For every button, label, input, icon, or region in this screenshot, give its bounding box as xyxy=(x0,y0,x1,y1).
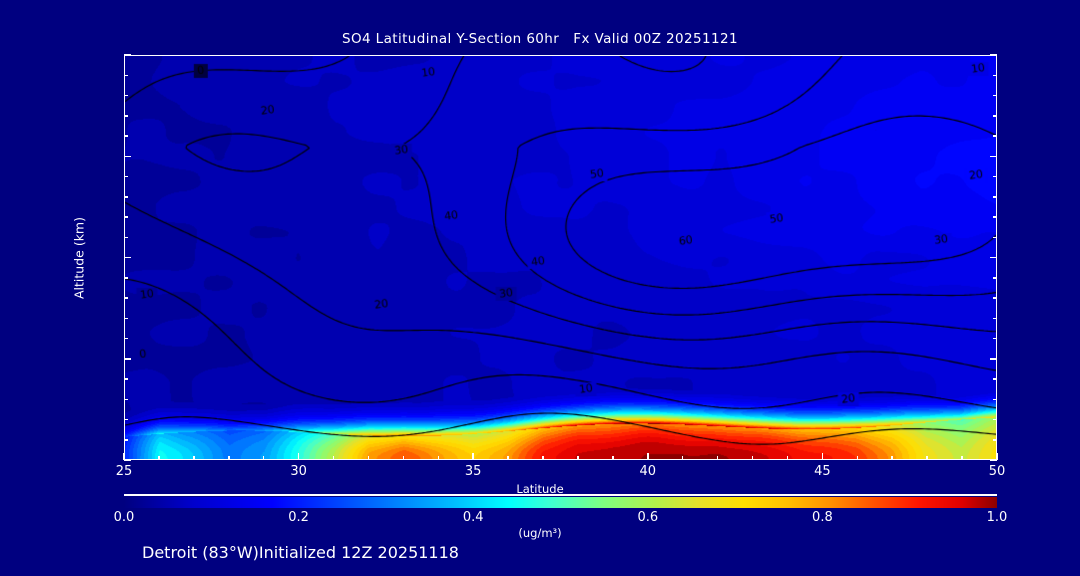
x-tick-mark xyxy=(681,455,684,460)
footer-caption: Detroit (83°W)Initialized 12Z 20251118 xyxy=(142,543,459,562)
y-tick-mark xyxy=(124,175,128,178)
y-tick-mark xyxy=(124,337,128,340)
x-tick-mark xyxy=(297,452,300,460)
colorbar-tick-label: 0.8 xyxy=(812,510,833,525)
x-tick-mark xyxy=(262,455,265,460)
x-tick-mark xyxy=(577,455,579,460)
y-tick-mark xyxy=(993,398,997,400)
y-tick-mark xyxy=(993,216,997,218)
x-tick-mark xyxy=(332,455,335,460)
x-tick-mark xyxy=(367,455,370,460)
cross-section-plot xyxy=(124,55,997,460)
y-tick-mark xyxy=(990,155,997,157)
y-tick-mark xyxy=(990,358,997,360)
x-tick-mark xyxy=(786,455,789,460)
y-tick-mark xyxy=(124,236,128,238)
y-tick-mark xyxy=(990,54,997,56)
x-tick-mark xyxy=(437,455,440,460)
x-tick-label: 45 xyxy=(814,464,831,479)
x-tick-label: 35 xyxy=(464,464,482,479)
y-tick-mark xyxy=(124,115,128,117)
y-tick-mark xyxy=(993,135,997,137)
y-tick-mark xyxy=(993,317,997,319)
y-tick-mark xyxy=(124,216,128,218)
y-axis-label: Altitude (km) xyxy=(71,217,87,299)
colorbar-tick-label: 0.4 xyxy=(462,510,484,525)
y-tick-mark xyxy=(124,135,128,137)
y-tick-mark xyxy=(993,74,997,76)
y-tick-mark xyxy=(993,418,997,421)
y-tick-mark xyxy=(993,277,997,279)
y-tick-mark xyxy=(124,459,131,461)
y-tick-mark xyxy=(993,196,997,198)
y-tick-mark xyxy=(124,256,131,259)
y-tick-mark xyxy=(124,54,131,56)
y-tick-mark xyxy=(993,337,997,340)
x-tick-label: 30 xyxy=(290,464,307,479)
x-tick-mark xyxy=(961,455,963,460)
y-tick-mark xyxy=(124,378,128,380)
x-tick-mark xyxy=(123,452,125,460)
x-tick-mark xyxy=(891,455,893,460)
colorbar-tick-label: 0.2 xyxy=(288,510,309,525)
x-tick-mark xyxy=(472,452,474,460)
colorbar xyxy=(124,497,997,508)
y-tick-mark xyxy=(993,236,997,238)
x-tick-mark xyxy=(193,455,195,460)
y-tick-mark xyxy=(993,297,997,299)
x-tick-mark xyxy=(856,455,859,460)
x-tick-mark xyxy=(507,455,509,460)
y-tick-mark xyxy=(124,277,128,279)
y-tick-mark xyxy=(990,459,997,461)
colorbar-tick-label: 0.6 xyxy=(637,510,659,525)
x-tick-mark xyxy=(542,455,544,460)
y-tick-mark xyxy=(124,196,128,198)
y-tick-mark xyxy=(124,358,131,360)
page-title: SO4 Latitudinal Y-Section 60hr Fx Valid … xyxy=(342,31,738,47)
colorbar-top-rule xyxy=(124,494,997,496)
x-tick-label: 40 xyxy=(639,464,657,479)
colorbar-tick-label: 0.0 xyxy=(113,510,135,525)
y-tick-mark xyxy=(124,398,128,400)
x-tick-mark xyxy=(647,452,649,460)
x-tick-mark xyxy=(821,452,824,460)
x-tick-mark xyxy=(158,455,160,460)
y-tick-mark xyxy=(993,378,997,380)
y-tick-mark xyxy=(993,115,997,117)
x-tick-mark xyxy=(228,455,230,460)
y-tick-mark xyxy=(993,439,997,441)
x-tick-mark xyxy=(716,455,719,460)
y-tick-mark xyxy=(993,175,997,178)
x-tick-mark xyxy=(926,455,928,460)
y-tick-mark xyxy=(124,418,128,421)
x-tick-mark xyxy=(996,452,998,460)
y-tick-mark xyxy=(124,155,131,157)
y-tick-mark xyxy=(993,94,997,97)
x-tick-label: 25 xyxy=(115,464,133,479)
colorbar-tick-label: 1.0 xyxy=(986,510,1008,525)
y-tick-mark xyxy=(990,256,997,259)
x-tick-mark xyxy=(751,455,754,460)
y-tick-mark xyxy=(124,439,128,441)
cross-section-canvas xyxy=(125,56,996,459)
x-tick-mark xyxy=(612,455,614,460)
colorbar-top-label: Latitude xyxy=(516,482,564,496)
y-tick-mark xyxy=(124,94,128,97)
y-tick-mark xyxy=(124,317,128,319)
y-tick-mark xyxy=(124,74,128,76)
y-tick-mark xyxy=(124,297,128,299)
colorbar-unit-label: (ug/m³) xyxy=(518,526,562,540)
x-tick-label: 50 xyxy=(988,464,1006,479)
x-tick-mark xyxy=(402,455,405,460)
